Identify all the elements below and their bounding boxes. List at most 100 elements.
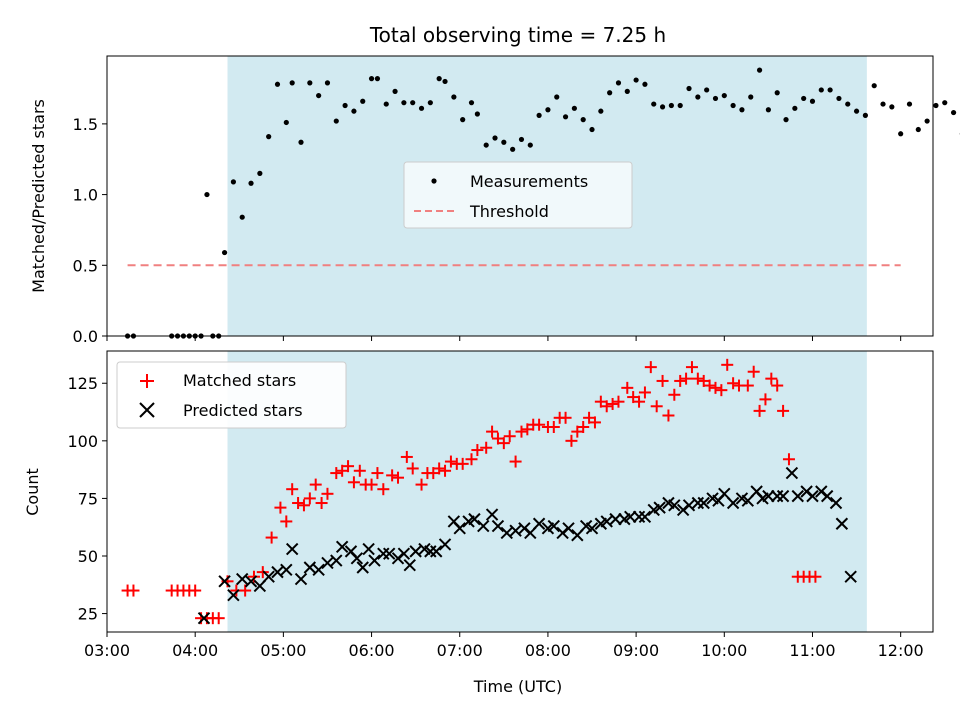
measurement-point	[469, 100, 474, 105]
measurement-point	[248, 181, 253, 186]
measurement-point	[492, 135, 497, 140]
measurement-point	[695, 94, 700, 99]
measurement-point	[410, 100, 415, 105]
y-tick-label: 0.5	[73, 256, 98, 275]
measurement-point	[275, 82, 280, 87]
measurement-point	[863, 113, 868, 118]
measurement-point	[651, 101, 656, 106]
measurement-point	[375, 76, 380, 81]
measurement-point	[316, 93, 321, 98]
measurement-point	[634, 77, 639, 82]
measurement-point	[437, 76, 442, 81]
measurement-point	[545, 107, 550, 112]
measurement-point	[642, 82, 647, 87]
measurement-point	[739, 107, 744, 112]
measurement-point	[907, 101, 912, 106]
measurement-point	[889, 104, 894, 109]
measurement-point	[204, 192, 209, 197]
y-tick-label: 125	[67, 374, 98, 393]
measurement-point	[307, 80, 312, 85]
measurement-point	[713, 96, 718, 101]
measurement-point	[810, 99, 815, 104]
x-tick-label: 09:00	[613, 641, 659, 660]
measurement-point	[942, 100, 947, 105]
measurement-point	[325, 80, 330, 85]
legend-threshold-label: Threshold	[469, 202, 549, 221]
measurement-point	[537, 113, 542, 118]
measurement-point	[880, 101, 885, 106]
measurement-point	[401, 100, 406, 105]
measurement-point	[775, 90, 780, 95]
ratio-y-axis-label: Matched/Predicted stars	[29, 99, 48, 293]
y-tick-label: 100	[67, 432, 98, 451]
y-tick-label: 50	[78, 547, 98, 566]
x-tick-label: 11:00	[789, 641, 835, 660]
measurement-point	[607, 90, 612, 95]
measurement-point	[722, 93, 727, 98]
x-tick-label: 10:00	[701, 641, 747, 660]
measurement-point	[419, 106, 424, 111]
x-tick-label: 04:00	[172, 641, 218, 660]
legend-measurements-label: Measurements	[470, 172, 588, 191]
measurement-point	[589, 127, 594, 132]
measurement-point	[598, 109, 603, 114]
chart-title: Total observing time = 7.25 h	[369, 23, 666, 47]
measurement-point	[554, 94, 559, 99]
measurement-point	[342, 103, 347, 108]
x-tick-label: 06:00	[349, 641, 395, 660]
legend-predicted-label: Predicted stars	[183, 401, 303, 420]
x-axis-label: Time (UTC)	[473, 677, 562, 696]
legend-measurements-marker	[431, 178, 436, 183]
measurement-point	[933, 103, 938, 108]
measurement-point	[801, 96, 806, 101]
measurement-point	[460, 117, 465, 122]
measurement-point	[748, 94, 753, 99]
measurement-point	[351, 109, 356, 114]
measurement-point	[819, 87, 824, 92]
x-tick-label: 07:00	[437, 641, 483, 660]
y-tick-label: 0.0	[73, 327, 98, 346]
measurement-point	[660, 104, 665, 109]
measurement-point	[442, 79, 447, 84]
measurement-point	[625, 89, 630, 94]
measurement-point	[519, 137, 524, 142]
measurement-point	[369, 76, 374, 81]
measurement-point	[451, 94, 456, 99]
measurement-point	[484, 142, 489, 147]
measurement-point	[925, 118, 930, 123]
y-tick-label: 75	[78, 489, 98, 508]
measurement-point	[222, 250, 227, 255]
y-tick-label: 25	[78, 605, 98, 624]
measurement-point	[845, 101, 850, 106]
measurement-point	[731, 103, 736, 108]
measurement-point	[898, 131, 903, 136]
measurement-point	[384, 101, 389, 106]
measurement-point	[757, 68, 762, 73]
measurement-point	[360, 99, 365, 104]
measurement-point	[686, 86, 691, 91]
x-tick-label: 08:00	[525, 641, 571, 660]
measurement-point	[257, 171, 262, 176]
measurement-point	[528, 142, 533, 147]
ratio-legend: Measurements Threshold	[404, 162, 632, 228]
measurement-point	[854, 109, 859, 114]
y-tick-label: 1.0	[73, 186, 98, 205]
measurement-point	[916, 127, 921, 132]
measurement-point	[392, 89, 397, 94]
measurement-point	[510, 147, 515, 152]
count-y-axis-label: Count	[23, 468, 42, 516]
measurement-point	[951, 110, 956, 115]
measurement-point	[792, 106, 797, 111]
measurement-point	[475, 111, 480, 116]
measurement-point	[783, 117, 788, 122]
x-tick-label: 12:00	[878, 641, 924, 660]
measurement-point	[428, 100, 433, 105]
measurement-point	[334, 118, 339, 123]
measurement-point	[828, 87, 833, 92]
measurement-point	[581, 117, 586, 122]
measurement-point	[266, 134, 271, 139]
x-tick-label: 03:00	[84, 641, 130, 660]
measurement-point	[678, 103, 683, 108]
